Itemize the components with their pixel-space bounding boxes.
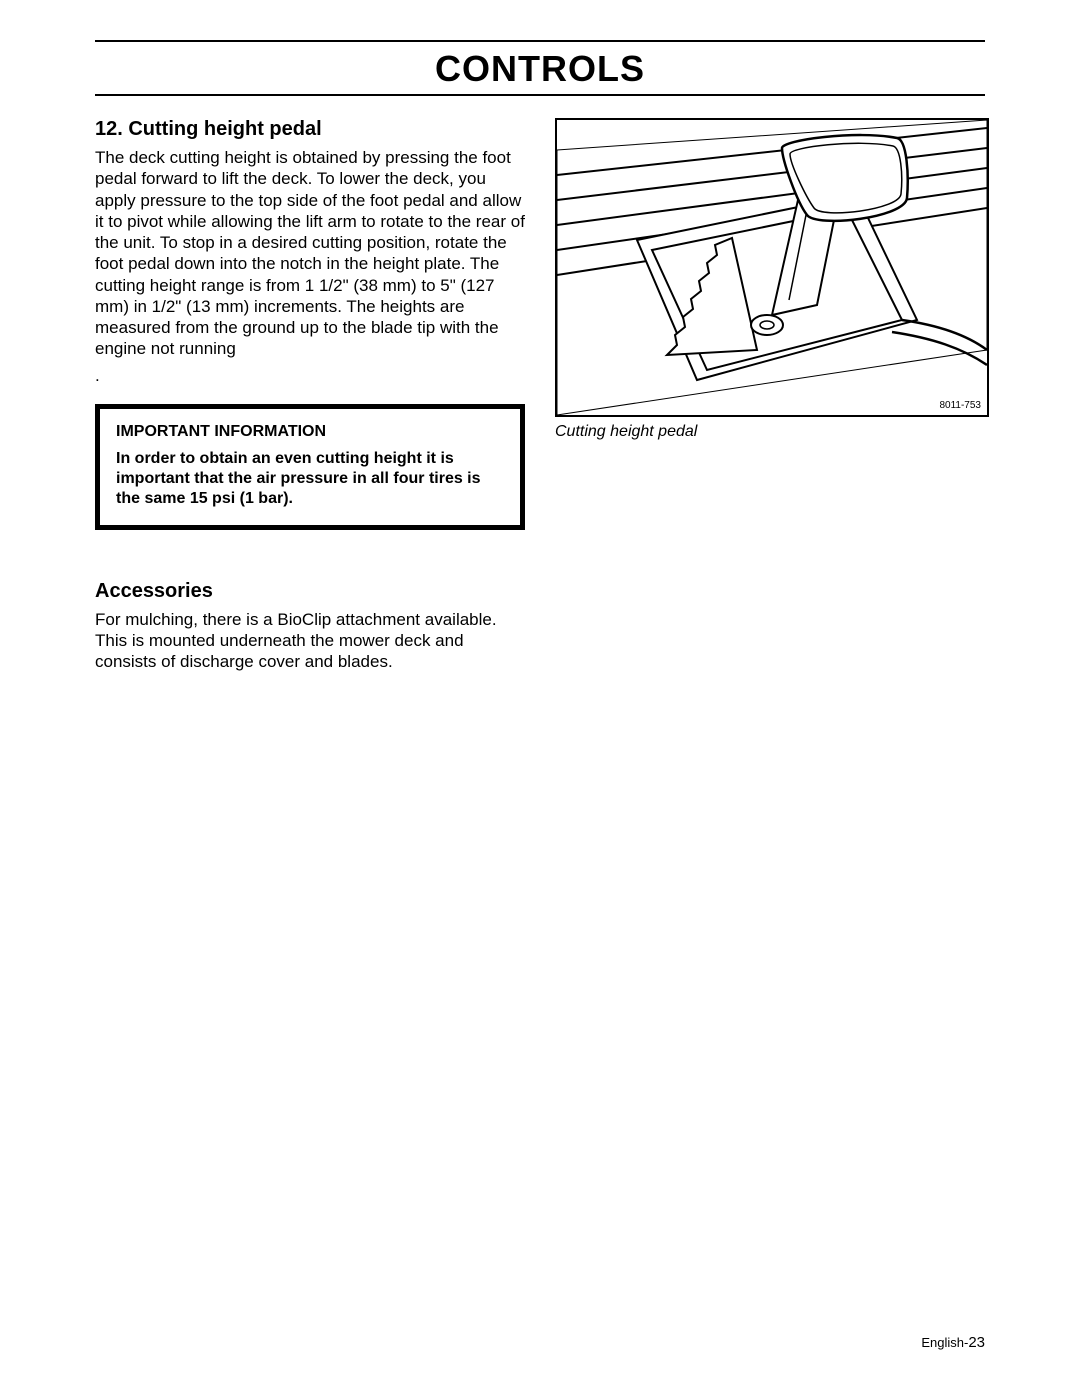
top-rule (95, 40, 985, 42)
accessories-section: Accessories For mulching, there is a Bio… (95, 580, 525, 673)
section-body-cutting-height: The deck cutting height is obtained by p… (95, 147, 525, 360)
figure-frame: 8011-753 (555, 118, 989, 417)
page-footer: English-23 (921, 1334, 985, 1351)
right-column: 8011-753 Cutting height pedal (555, 118, 985, 678)
footer-language-label: English- (921, 1335, 968, 1350)
figure-caption: Cutting height pedal (555, 423, 985, 441)
left-column: 12. Cutting height pedal The deck cuttin… (95, 118, 525, 678)
section-body-accessories: For mulching, there is a BioClip attachm… (95, 609, 525, 673)
important-information-title: IMPORTANT INFORMATION (116, 423, 504, 441)
pedal-illustration (557, 120, 987, 415)
title-underline (95, 94, 985, 96)
important-information-box: IMPORTANT INFORMATION In order to obtain… (95, 404, 525, 530)
important-information-body: In order to obtain an even cutting heigh… (116, 449, 504, 509)
trailing-period: . (95, 366, 525, 386)
figure-id: 8011-753 (939, 400, 981, 411)
page-title: CONTROLS (95, 48, 985, 90)
figure-cutting-height-pedal: 8011-753 Cutting height pedal (555, 118, 985, 441)
section-heading-accessories: Accessories (95, 580, 525, 603)
footer-page-number: 23 (968, 1334, 985, 1351)
content-columns: 12. Cutting height pedal The deck cuttin… (95, 118, 985, 678)
section-heading-cutting-height: 12. Cutting height pedal (95, 118, 525, 141)
manual-page: CONTROLS 12. Cutting height pedal The de… (0, 0, 1080, 1397)
